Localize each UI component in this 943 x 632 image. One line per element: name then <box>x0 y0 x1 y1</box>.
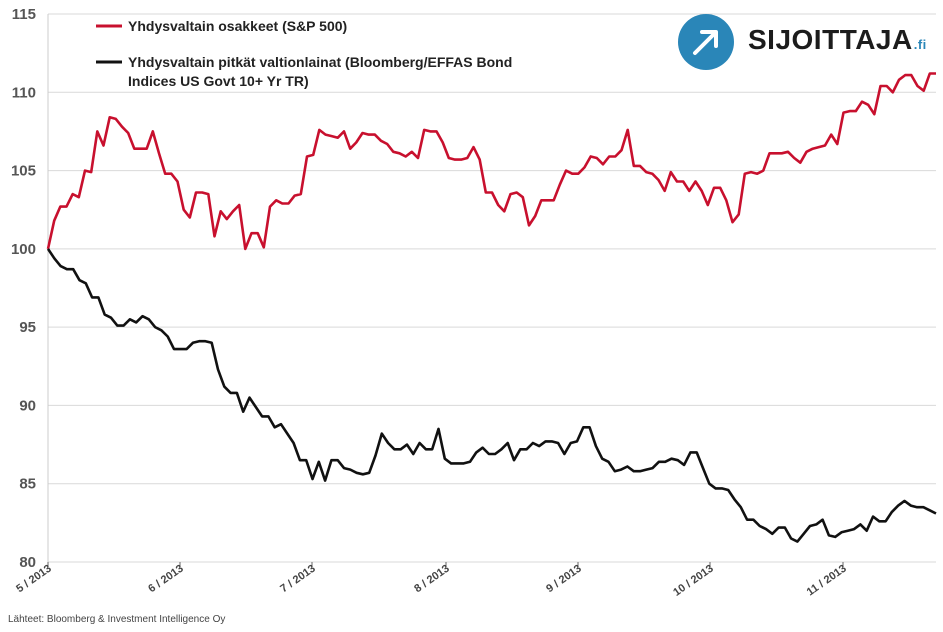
legend-label-sp500: Yhdysvaltain osakkeet (S&P 500) <box>128 18 347 34</box>
gridlines <box>47 13 936 563</box>
arrow-icon <box>678 14 734 70</box>
y-tick-label: 80 <box>19 554 36 571</box>
legend: Yhdysvaltain osakkeet (S&P 500) Yhdysval… <box>96 18 512 89</box>
x-tick-label: 9 / 2013 <box>544 563 583 596</box>
x-tick-label: 8 / 2013 <box>412 563 451 596</box>
y-tick-label: 110 <box>12 84 36 101</box>
brand-name: SIJOITTAJA.fi <box>748 24 927 55</box>
y-tick-label: 85 <box>19 476 36 493</box>
y-tick-label: 115 <box>12 6 36 23</box>
y-axis: 80 85 90 95 100 105 110 115 <box>11 6 36 571</box>
y-tick-label: 100 <box>11 241 36 258</box>
series-lines <box>46 72 937 543</box>
x-tick-label: 11 / 2013 <box>805 563 849 599</box>
x-tick-label: 6 / 2013 <box>146 563 185 596</box>
x-tick-label: 10 / 2013 <box>671 563 715 599</box>
brand-logo: SIJOITTAJA.fi <box>678 14 940 74</box>
series-line-bonds <box>46 248 937 543</box>
brand-suffix: .fi <box>913 37 927 52</box>
y-tick-label: 95 <box>19 319 36 336</box>
legend-label-bonds-line1: Yhdysvaltain pitkät valtionlainat (Bloom… <box>128 54 512 70</box>
y-tick-label: 105 <box>11 163 36 180</box>
source-note: Lähteet: Bloomberg & Investment Intellig… <box>8 614 226 625</box>
legend-label-bonds-line2: Indices US Govt 10+ Yr TR) <box>128 73 309 89</box>
series-line-sp500 <box>46 72 936 251</box>
x-tick-label: 7 / 2013 <box>278 563 317 596</box>
y-tick-label: 90 <box>19 397 36 414</box>
x-axis: 5 / 2013 6 / 2013 7 / 2013 8 / 2013 9 / 2013… <box>14 562 849 599</box>
